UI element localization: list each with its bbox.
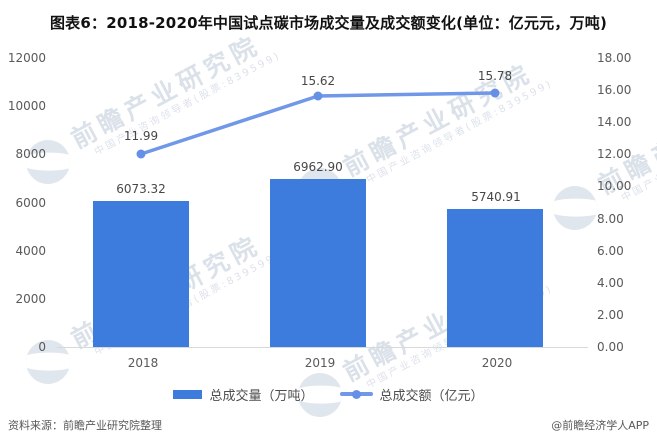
- volume-bar: [93, 201, 189, 347]
- line-point: [490, 88, 500, 98]
- line-point: [313, 91, 323, 101]
- bar-value-label: 5740.91: [471, 190, 521, 204]
- left-axis-tick: 4000: [15, 244, 46, 258]
- left-axis-tick: 6000: [15, 196, 46, 210]
- x-axis-label: 2018: [127, 356, 159, 370]
- source-note: 资料来源：前瞻产业研究院整理: [8, 419, 162, 432]
- volume-bar: [447, 209, 543, 347]
- bar-value-label: 6962.90: [293, 160, 343, 174]
- right-axis-tick: 2.00: [597, 308, 624, 322]
- left-axis-tick: 0: [38, 340, 46, 354]
- x-axis-line: [57, 347, 588, 348]
- line-point: [136, 149, 146, 159]
- right-axis-tick: 4.00: [597, 276, 624, 290]
- legend-item-turnover: 总成交额（亿元）: [339, 385, 484, 404]
- line-value-label: 15.62: [300, 74, 336, 88]
- line-value-label: 11.99: [123, 129, 159, 143]
- right-axis-tick: 18.00: [597, 51, 632, 65]
- chart-title: 图表6：2018-2020年中国试点碳市场成交量及成交额变化(单位：亿元元，万吨…: [49, 14, 608, 32]
- x-axis-label: 2019: [304, 356, 336, 370]
- right-axis-tick: 6.00: [597, 244, 624, 258]
- right-axis-tick: 12.00: [597, 147, 632, 161]
- brand-credit: @前瞻经济学人APP: [551, 419, 649, 432]
- left-axis-tick: 8000: [15, 147, 46, 161]
- line-value-label: 15.78: [477, 69, 513, 83]
- legend-turnover-swatch: [339, 389, 373, 399]
- right-axis-tick: 0.00: [597, 340, 624, 354]
- bar-value-label: 6073.32: [116, 182, 166, 196]
- x-axis-label: 2020: [481, 356, 513, 370]
- left-axis-tick: 10000: [7, 99, 46, 113]
- left-axis-tick: 2000: [15, 292, 46, 306]
- legend: 总成交量（万吨） 总成交额（亿元）: [0, 385, 657, 404]
- right-axis-tick: 14.00: [597, 115, 632, 129]
- legend-turnover-label: 总成交额（亿元）: [379, 388, 484, 404]
- legend-item-volume: 总成交量（万吨）: [173, 385, 314, 404]
- legend-volume-label: 总成交量（万吨）: [209, 388, 314, 404]
- right-axis-tick: 16.00: [597, 83, 632, 97]
- volume-bar: [270, 179, 366, 347]
- left-axis-tick: 12000: [7, 51, 46, 65]
- right-axis-tick: 8.00: [597, 212, 624, 226]
- legend-volume-swatch: [173, 389, 203, 399]
- right-axis-tick: 10.00: [597, 179, 632, 193]
